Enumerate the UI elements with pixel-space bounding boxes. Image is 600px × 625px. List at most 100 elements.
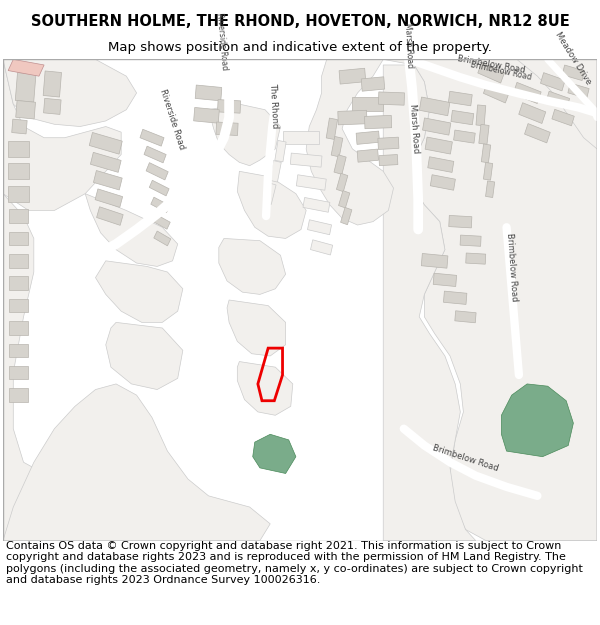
Polygon shape <box>91 152 121 173</box>
Polygon shape <box>310 240 332 255</box>
Polygon shape <box>144 146 166 163</box>
Polygon shape <box>334 155 346 174</box>
Polygon shape <box>339 68 366 84</box>
Text: Meadow Drive: Meadow Drive <box>554 30 593 86</box>
Polygon shape <box>9 276 28 290</box>
Polygon shape <box>562 65 584 81</box>
Polygon shape <box>238 361 293 415</box>
Polygon shape <box>356 131 380 144</box>
Polygon shape <box>89 132 122 154</box>
Polygon shape <box>269 161 281 182</box>
Polygon shape <box>485 181 494 198</box>
Polygon shape <box>479 124 489 144</box>
Polygon shape <box>9 209 28 222</box>
Polygon shape <box>219 239 286 294</box>
Polygon shape <box>552 109 574 126</box>
Polygon shape <box>419 97 450 116</box>
Polygon shape <box>448 91 472 106</box>
Text: Map shows position and indicative extent of the property.: Map shows position and indicative extent… <box>108 41 492 54</box>
Polygon shape <box>454 130 475 143</box>
Text: The Rhond: The Rhond <box>268 82 279 129</box>
Polygon shape <box>9 388 28 402</box>
Polygon shape <box>466 253 486 264</box>
Polygon shape <box>422 118 451 135</box>
Polygon shape <box>97 207 123 226</box>
Polygon shape <box>451 111 474 125</box>
Text: Marsh Road: Marsh Road <box>403 22 415 68</box>
Polygon shape <box>502 384 574 457</box>
Polygon shape <box>513 82 541 104</box>
Polygon shape <box>218 99 241 113</box>
Text: Brimbelow Road: Brimbelow Road <box>457 54 526 75</box>
Text: SOUTHERN HOLME, THE RHOND, HOVETON, NORWICH, NR12 8UE: SOUTHERN HOLME, THE RHOND, HOVETON, NORW… <box>31 14 569 29</box>
Text: Brimbelow Road: Brimbelow Road <box>505 233 518 302</box>
Polygon shape <box>8 141 29 157</box>
Polygon shape <box>16 101 35 119</box>
Polygon shape <box>154 231 171 246</box>
Polygon shape <box>476 105 486 126</box>
Polygon shape <box>541 72 565 91</box>
Polygon shape <box>216 122 238 136</box>
Polygon shape <box>290 153 322 167</box>
Polygon shape <box>524 124 550 143</box>
Polygon shape <box>449 216 472 228</box>
Polygon shape <box>194 107 220 123</box>
Polygon shape <box>352 97 383 111</box>
Text: Contains OS data © Crown copyright and database right 2021. This information is : Contains OS data © Crown copyright and d… <box>6 541 583 586</box>
Polygon shape <box>455 311 476 322</box>
Polygon shape <box>253 434 296 474</box>
Polygon shape <box>308 220 332 235</box>
Polygon shape <box>8 186 29 201</box>
Polygon shape <box>140 129 164 146</box>
Polygon shape <box>227 300 286 356</box>
Polygon shape <box>421 254 448 268</box>
Polygon shape <box>149 180 169 196</box>
Polygon shape <box>341 208 352 225</box>
Polygon shape <box>195 85 222 101</box>
Polygon shape <box>379 154 398 166</box>
Polygon shape <box>484 162 493 180</box>
Polygon shape <box>296 175 326 190</box>
Polygon shape <box>43 71 62 97</box>
Polygon shape <box>151 197 170 212</box>
Polygon shape <box>146 162 168 180</box>
Text: Brimbelow Road: Brimbelow Road <box>431 444 499 473</box>
Polygon shape <box>178 59 394 225</box>
Polygon shape <box>428 157 454 172</box>
Polygon shape <box>238 171 306 239</box>
Polygon shape <box>209 104 280 166</box>
Text: Riverside Road: Riverside Road <box>215 12 229 71</box>
Polygon shape <box>95 189 122 208</box>
Polygon shape <box>9 232 28 245</box>
Polygon shape <box>8 164 29 179</box>
Polygon shape <box>517 59 597 149</box>
Text: Marsh Road: Marsh Road <box>408 103 420 153</box>
Polygon shape <box>44 98 61 114</box>
Polygon shape <box>3 59 137 126</box>
Polygon shape <box>519 102 546 124</box>
Polygon shape <box>443 291 467 304</box>
Polygon shape <box>383 65 476 541</box>
Polygon shape <box>15 72 36 102</box>
Polygon shape <box>3 59 121 211</box>
Polygon shape <box>338 191 350 208</box>
Polygon shape <box>478 62 505 83</box>
Polygon shape <box>379 92 404 105</box>
Polygon shape <box>460 235 481 246</box>
Polygon shape <box>283 131 319 144</box>
Polygon shape <box>337 173 348 192</box>
Polygon shape <box>85 194 178 266</box>
Polygon shape <box>9 344 28 357</box>
Polygon shape <box>303 198 330 212</box>
Polygon shape <box>383 59 597 541</box>
Polygon shape <box>8 59 44 76</box>
Polygon shape <box>361 77 385 91</box>
Polygon shape <box>338 111 367 125</box>
Polygon shape <box>378 137 399 149</box>
Polygon shape <box>106 322 183 389</box>
Text: Brimbelow Road: Brimbelow Road <box>470 60 533 81</box>
Polygon shape <box>95 261 183 322</box>
Polygon shape <box>433 273 457 286</box>
Polygon shape <box>275 141 286 162</box>
Polygon shape <box>357 149 379 162</box>
